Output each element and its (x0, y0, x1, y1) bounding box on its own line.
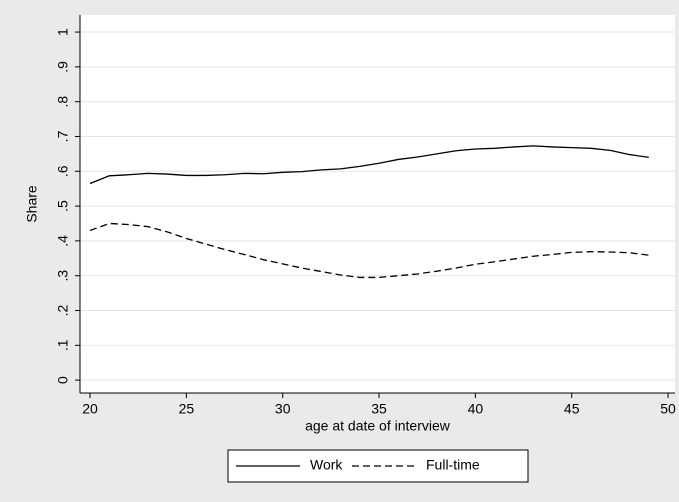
y-tick-label: .4 (55, 235, 71, 247)
y-tick-label: .2 (55, 304, 71, 316)
legend-label: Full-time (426, 457, 480, 473)
legend-label: Work (310, 457, 343, 473)
x-tick-label: 30 (275, 401, 291, 417)
plot-area (80, 15, 675, 393)
y-tick-label: .8 (55, 96, 71, 108)
y-tick-label: .6 (55, 165, 71, 177)
data-line (89, 145, 649, 185)
y-tick-label: 1 (55, 28, 71, 36)
x-axis-title: age at date of interview (305, 418, 451, 434)
x-tick-label: 20 (82, 401, 98, 417)
data-line (89, 222, 649, 279)
y-tick-label: 0 (55, 376, 71, 384)
x-tick-label: 35 (371, 401, 387, 417)
y-axis-title: Share (24, 185, 40, 223)
x-tick-label: 40 (468, 401, 484, 417)
x-tick-label: 25 (179, 401, 195, 417)
x-tick-label: 50 (660, 401, 676, 417)
x-tick-label: 45 (564, 401, 580, 417)
y-tick-label: .9 (55, 61, 71, 73)
y-tick-label: .1 (55, 339, 71, 351)
y-tick-label: .3 (55, 270, 71, 282)
y-tick-label: .7 (55, 130, 71, 142)
y-tick-label: .5 (55, 200, 71, 212)
